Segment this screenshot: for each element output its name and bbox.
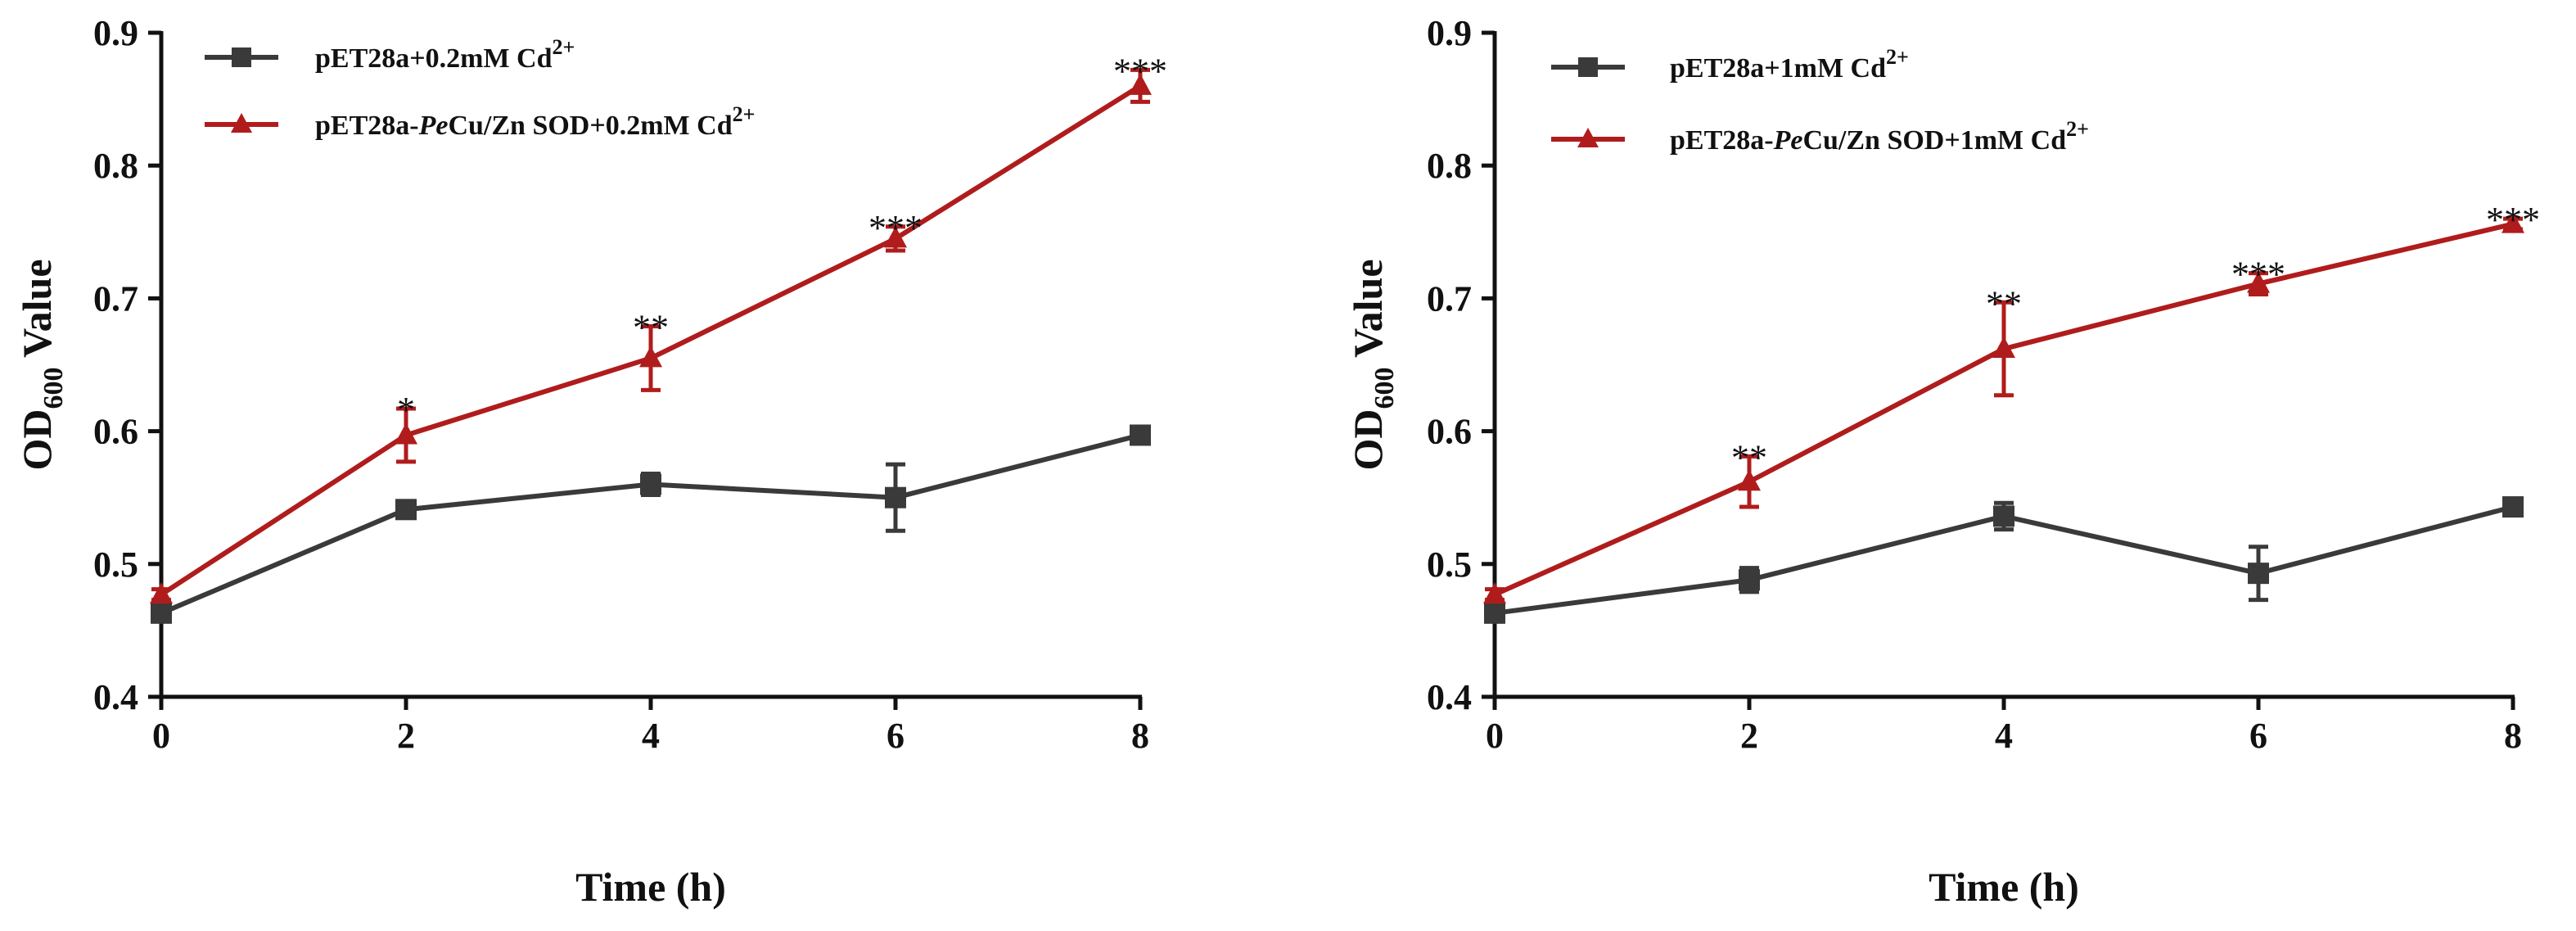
chart1.series-0 bbox=[1484, 496, 2524, 624]
chart1.series-1-line bbox=[1493, 221, 2514, 597]
chart1.data-point bbox=[1484, 602, 1505, 624]
chart1.data-point bbox=[2248, 563, 2269, 585]
chart0.data-point bbox=[1130, 424, 1151, 446]
chart0.data-point bbox=[395, 499, 417, 521]
chart1.significance-label: ** bbox=[1731, 437, 1767, 477]
chart1.y-axis-title: OD600 Value bbox=[1345, 259, 1400, 470]
chart1.x-tick-label: 2 bbox=[1740, 716, 1758, 756]
chart0.data-point bbox=[150, 582, 173, 604]
chart0.y-tick-label: 0.8 bbox=[93, 146, 138, 186]
chart1.data-point bbox=[2247, 271, 2270, 293]
chart0.data-point bbox=[884, 226, 907, 248]
chart1.data-point bbox=[1992, 337, 2015, 359]
chart0.significance-label: ** bbox=[633, 307, 669, 347]
chart0.series-0 bbox=[151, 424, 1151, 624]
chart1.data-point bbox=[1739, 569, 1760, 591]
chart0.x-tick-label: 0 bbox=[152, 716, 170, 756]
chart0.x-tick-label: 4 bbox=[642, 716, 660, 756]
chart1.x-tick-label: 0 bbox=[1486, 716, 1504, 756]
chart1.significance-label: *** bbox=[2486, 200, 2540, 240]
chart1.data-point bbox=[1483, 582, 1506, 604]
chart1.legend: pET28a+1mM Cd2+ pET28a-PeCu/Zn SOD+1mM Cd… bbox=[1551, 45, 2089, 156]
chart1.x-tick-label: 6 bbox=[2249, 716, 2267, 756]
chart0.significance-label: *** bbox=[1113, 51, 1167, 91]
chart0.series-0-line bbox=[160, 432, 1141, 616]
chart0.significance-label: * bbox=[397, 390, 415, 430]
chart1.x-tick-label: 4 bbox=[1995, 716, 2013, 756]
chart1.data-point bbox=[1993, 505, 2014, 527]
chart0.data-point bbox=[151, 602, 172, 624]
chart1.y-tick-label: 0.6 bbox=[1427, 412, 1472, 452]
chart0.legend-label: pET28a+0.2mM Cd2+ bbox=[315, 35, 575, 74]
chart0.data-point bbox=[639, 346, 662, 368]
chart0.significance-label: *** bbox=[868, 208, 923, 248]
chart0.y-tick-label: 0.4 bbox=[93, 677, 138, 717]
chart0.legend-label: pET28a-PeCu/Zn SOD+0.2mM Cd2+ bbox=[315, 102, 755, 141]
chart0.y-tick-label: 0.9 bbox=[93, 13, 138, 53]
chart0.data-point bbox=[885, 486, 906, 508]
chart0.y-tick-label: 0.7 bbox=[93, 278, 138, 319]
chart1.x-tick-label: 8 bbox=[2504, 716, 2522, 756]
chart0.y-axis-title: OD600 Value bbox=[14, 259, 69, 470]
chart0.legend-marker bbox=[231, 113, 252, 133]
chart0.x-tick-label: 6 bbox=[886, 716, 905, 756]
chart0.y-tick-label: 0.5 bbox=[93, 545, 138, 585]
chart1.y-tick-label: 0.7 bbox=[1427, 278, 1472, 319]
chart1.y-tick-label: 0.8 bbox=[1427, 146, 1472, 186]
chart1.legend-label: pET28a-PeCu/Zn SOD+1mM Cd2+ bbox=[1670, 117, 2089, 156]
chart0.legend: pET28a+0.2mM Cd2+ pET28a-PeCu/Zn SOD+0.2m… bbox=[205, 35, 755, 141]
chart1.legend-marker bbox=[1577, 128, 1599, 147]
chart1.y-tick-label: 0.4 bbox=[1427, 677, 1472, 717]
chart0.y-tick-label: 0.6 bbox=[93, 412, 138, 452]
chart0.data-point bbox=[640, 473, 661, 495]
chart1.data-point bbox=[2502, 496, 2524, 518]
chart1.legend-marker bbox=[1578, 57, 1598, 77]
chart1.x-axis-title: Time (h) bbox=[1929, 864, 2079, 910]
chart0.x-tick-label: 8 bbox=[1131, 716, 1149, 756]
chart1.series-1 bbox=[1483, 211, 2524, 604]
chart-panel-left: 0.4 0.5 0.6 0.7 0.8 0.9 0 2 4 6 8 Time (h) OD600 Val… bbox=[14, 13, 1167, 910]
chart-panel-right: 0.4 0.5 0.6 0.7 0.8 0.9 0 2 4 6 8 Time (h) OD600 Val… bbox=[1345, 13, 2540, 910]
chart1.data-point bbox=[2502, 211, 2524, 233]
chart1.significance-label: *** bbox=[2231, 255, 2285, 295]
chart0.x-tick-label: 2 bbox=[397, 716, 415, 756]
chart0.x-axis-title: Time (h) bbox=[575, 864, 726, 910]
chart1.y-tick-label: 0.9 bbox=[1427, 13, 1472, 53]
chart0.data-point bbox=[395, 423, 417, 445]
chart0.series-1 bbox=[150, 67, 1152, 604]
chart0.data-point bbox=[1129, 73, 1152, 95]
chart0.legend-marker bbox=[232, 47, 251, 67]
chart1.y-tick-label: 0.5 bbox=[1427, 545, 1472, 585]
chart1.legend-label: pET28a+1mM Cd2+ bbox=[1670, 45, 1909, 84]
chart1.data-point bbox=[1738, 469, 1761, 491]
chart1.significance-label: ** bbox=[1986, 283, 2022, 323]
